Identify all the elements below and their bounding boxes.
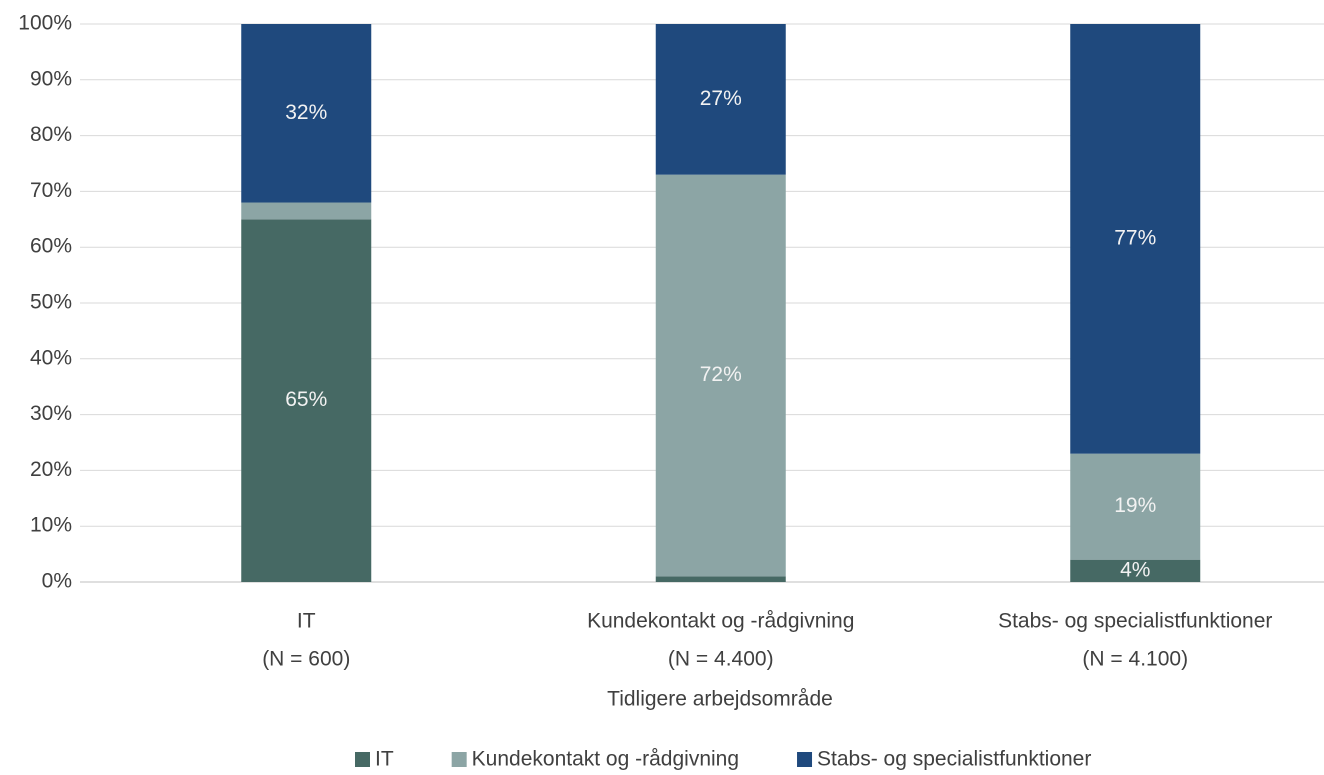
bar-segment [241, 202, 372, 220]
bar-segment [241, 219, 372, 583]
legend-swatch [797, 752, 813, 767]
data-label: 32% [285, 101, 327, 124]
x-tick-label: IT [297, 610, 316, 633]
bar-segment [655, 174, 786, 577]
data-label: 65% [285, 388, 327, 411]
y-tick-label: 30% [30, 402, 72, 425]
bar-segment [1070, 24, 1201, 454]
y-tick-label: 80% [30, 123, 72, 146]
y-tick-label: 100% [18, 12, 72, 35]
data-label: 72% [700, 363, 742, 386]
y-tick-label: 70% [30, 179, 72, 202]
data-label: 77% [1114, 226, 1156, 249]
bar-segment [655, 576, 786, 582]
y-tick-label: 90% [30, 67, 72, 90]
x-axis-label: Tidligere arbejdsområde [607, 688, 833, 711]
x-tick-label: (N = 4.400) [668, 648, 774, 671]
legend-label: Kundekontakt og -rådgivning [472, 748, 739, 771]
legend-label: Stabs- og specialistfunktioner [817, 748, 1091, 771]
y-tick-label: 20% [30, 458, 72, 481]
legend-swatch [355, 752, 370, 767]
bar-segment [1070, 453, 1201, 560]
bar-segment [1070, 559, 1201, 582]
y-tick-label: 10% [30, 514, 72, 537]
y-tick-label: 50% [30, 291, 72, 314]
legend-swatch [451, 752, 467, 767]
data-label: 27% [700, 87, 742, 110]
bar-segment [655, 24, 786, 175]
x-tick-label: Kundekontakt og -rådgivning [587, 610, 854, 633]
x-tick-label: Stabs- og specialistfunktioner [998, 610, 1272, 633]
legend-label: IT [375, 748, 394, 771]
y-tick-label: 40% [30, 346, 72, 369]
y-tick-label: 60% [30, 235, 72, 258]
bar-segment [241, 24, 372, 203]
data-label: 19% [1114, 494, 1156, 517]
y-tick-label: 0% [42, 570, 72, 593]
x-tick-label: (N = 4.100) [1082, 648, 1188, 671]
data-label: 4% [1120, 558, 1150, 581]
x-tick-label: (N = 600) [262, 648, 350, 671]
